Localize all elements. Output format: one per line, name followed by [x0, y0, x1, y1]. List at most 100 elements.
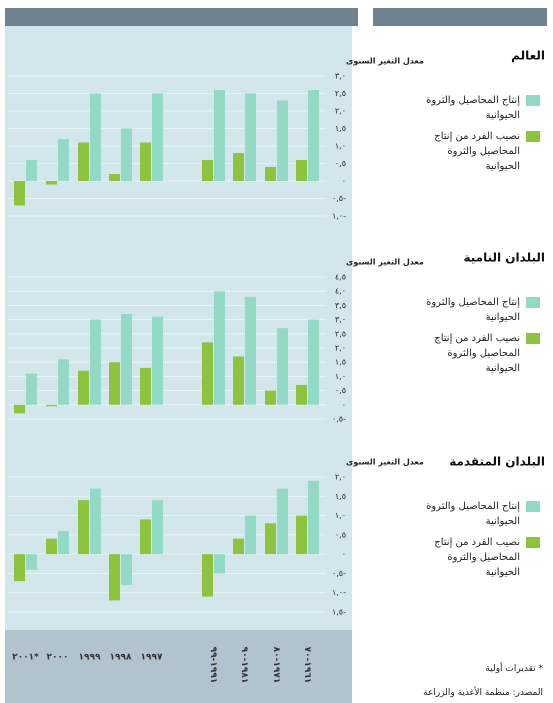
y-tick-label: ٠,٥-: [332, 415, 346, 424]
bar: [152, 93, 163, 181]
legend-swatch: [526, 297, 540, 308]
x-tick-label: ٢٠٠١*: [12, 653, 39, 663]
bar: [121, 554, 132, 585]
y-tick-label: ١,٠: [335, 142, 346, 151]
bar: [233, 538, 244, 555]
chart-title: العالم: [511, 49, 545, 63]
y-tick-label: ٠: [342, 400, 346, 409]
bar: [140, 519, 151, 555]
y-tick-label: ٠,٥: [335, 159, 346, 168]
bar: [308, 319, 319, 405]
bar: [277, 100, 288, 181]
y-tick-label: ١,٥: [335, 124, 346, 133]
footnote: * تقديرات أولية: [485, 664, 543, 674]
bar: [202, 160, 213, 181]
bar: [109, 362, 120, 405]
category-strip: [5, 630, 352, 703]
y-tick-label: ٠: [342, 177, 346, 186]
bar: [152, 316, 163, 405]
legend-swatch: [526, 131, 540, 142]
source: المصدر: منظمة الأغذية والزراعة: [423, 688, 543, 698]
y-tick-label: ٣,٠: [335, 72, 346, 81]
y-tick-label: ٠,٥-: [332, 569, 346, 578]
bar: [26, 554, 37, 570]
y-tick-label: ٠: [342, 550, 346, 559]
bar: [202, 554, 213, 597]
y-tick-label: ٤,٠: [335, 287, 346, 296]
bar: [46, 538, 57, 555]
y-tick-label: ٣,٥: [335, 301, 346, 310]
y-tick-label: ٠,٥-: [332, 194, 346, 203]
y-axis-label: معدل التغير السنوى: [346, 57, 424, 66]
y-tick-label: ١,٥-: [332, 608, 346, 617]
header-bar: [373, 8, 547, 26]
bar: [26, 373, 37, 405]
y-tick-label: ٤,٥: [335, 273, 346, 282]
legend-label: إنتاج المحاصيل والثروة الحيوانية: [426, 297, 520, 323]
bar: [140, 367, 151, 405]
legend-swatch: [526, 95, 540, 106]
chart-title: البلدان النامية: [463, 251, 545, 265]
bar: [121, 128, 132, 181]
y-tick-label: ١,٠: [335, 511, 346, 520]
x-tick-label: ١٩٩٧: [141, 653, 163, 663]
bar: [245, 515, 256, 555]
bar: [58, 359, 69, 405]
bar: [296, 384, 307, 405]
bar: [233, 153, 244, 181]
y-tick-label: ٢,٠: [335, 473, 346, 482]
bar: [277, 488, 288, 555]
y-axis-label: معدل التغير السنوى: [346, 258, 424, 267]
chart-title: البلدان المتقدمة: [449, 455, 545, 469]
legend-label: إنتاج المحاصيل والثروة الحيوانية: [426, 95, 520, 121]
bar: [46, 404, 57, 407]
bar: [26, 160, 37, 181]
y-tick-label: ١,٠: [335, 372, 346, 381]
legend-label: نصيب الفرد من إنتاج المحاصيل والثروة الح…: [434, 537, 520, 578]
legend-label: إنتاج المحاصيل والثروة الحيوانية: [426, 501, 520, 527]
y-tick-label: ٢,٠: [335, 344, 346, 353]
x-tick-label: ١٩٩٨: [110, 653, 132, 663]
x-tick-label: ١٩٨١-٩٠: [239, 647, 249, 684]
bar: [78, 142, 89, 181]
bar: [58, 531, 69, 555]
bar: [214, 291, 225, 405]
bar: [308, 480, 319, 555]
bar: [296, 160, 307, 181]
bar: [277, 328, 288, 405]
x-tick-label: ١٩٩٩: [79, 653, 101, 663]
bar: [109, 174, 120, 181]
bar: [90, 319, 101, 405]
legend-swatch: [526, 501, 540, 512]
bar: [121, 313, 132, 405]
bar: [214, 90, 225, 181]
x-tick-label: ١٩٧١-٨٠: [271, 647, 281, 684]
bar: [14, 554, 25, 582]
y-tick-label: ٢,٥: [335, 89, 346, 98]
bar: [265, 390, 276, 405]
bar: [308, 90, 319, 181]
bar: [14, 181, 25, 206]
bar: [245, 93, 256, 181]
y-tick-label: ٢,٠: [335, 107, 346, 116]
x-tick-label: ١٩٦١-٧٠: [302, 647, 312, 684]
legend-label: نصيب الفرد من إنتاج المحاصيل والثروة الح…: [434, 333, 520, 374]
bar: [109, 554, 120, 601]
bar: [214, 554, 225, 574]
bar: [245, 296, 256, 405]
bar: [46, 181, 57, 185]
y-tick-label: ٠,٥: [335, 530, 346, 539]
bar: [152, 500, 163, 555]
bar: [90, 93, 101, 181]
bar: [78, 370, 89, 405]
legend-label: نصيب الفرد من إنتاج المحاصيل والثروة الح…: [434, 131, 520, 172]
y-tick-label: ٢,٥: [335, 329, 346, 338]
bar: [140, 142, 151, 181]
legend-swatch: [526, 333, 540, 344]
x-tick-label: ١٩٩١-٩٩: [208, 647, 218, 684]
chart-panel: [5, 26, 352, 630]
y-tick-label: ٠,٥: [335, 386, 346, 395]
bar: [90, 488, 101, 555]
